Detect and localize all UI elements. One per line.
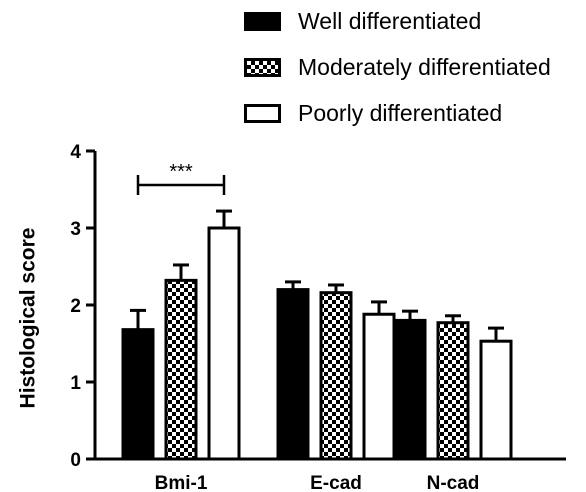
bar-e-cad-series-1 — [319, 291, 353, 461]
legend-swatch — [244, 12, 281, 31]
y-tick-label: 4 — [70, 142, 81, 163]
legend-label: Moderately differentiated — [298, 54, 551, 80]
legend-label: Well differentiated — [298, 8, 482, 34]
bar-n-cad-series-1 — [436, 321, 470, 461]
bar-e-cad-series-2 — [362, 312, 396, 461]
bar-e-cad-series-0 — [276, 288, 310, 461]
bar-bmi-1-series-2 — [207, 226, 241, 461]
y-tick-label: 0 — [70, 450, 81, 471]
bar-n-cad-series-0 — [393, 318, 427, 461]
legend-swatch — [244, 58, 281, 77]
y-tick-label: 3 — [70, 219, 81, 240]
bar-bmi-1-series-0 — [121, 328, 155, 461]
legend-swatch — [244, 104, 281, 123]
legend-label: Poorly differentiated — [298, 100, 503, 126]
x-tick-label: E-cad — [310, 473, 362, 492]
significance-annotation: *** — [136, 161, 226, 195]
y-tick-label: 1 — [70, 373, 81, 394]
bar-n-cad-series-2 — [479, 339, 513, 461]
x-tick-label: N-cad — [427, 473, 480, 492]
significance-label: *** — [169, 161, 193, 183]
bars — [121, 209, 513, 461]
bar-bmi-1-series-1 — [164, 278, 198, 461]
x-tick-label: Bmi-1 — [155, 473, 208, 492]
y-tick-label: 2 — [70, 296, 81, 317]
